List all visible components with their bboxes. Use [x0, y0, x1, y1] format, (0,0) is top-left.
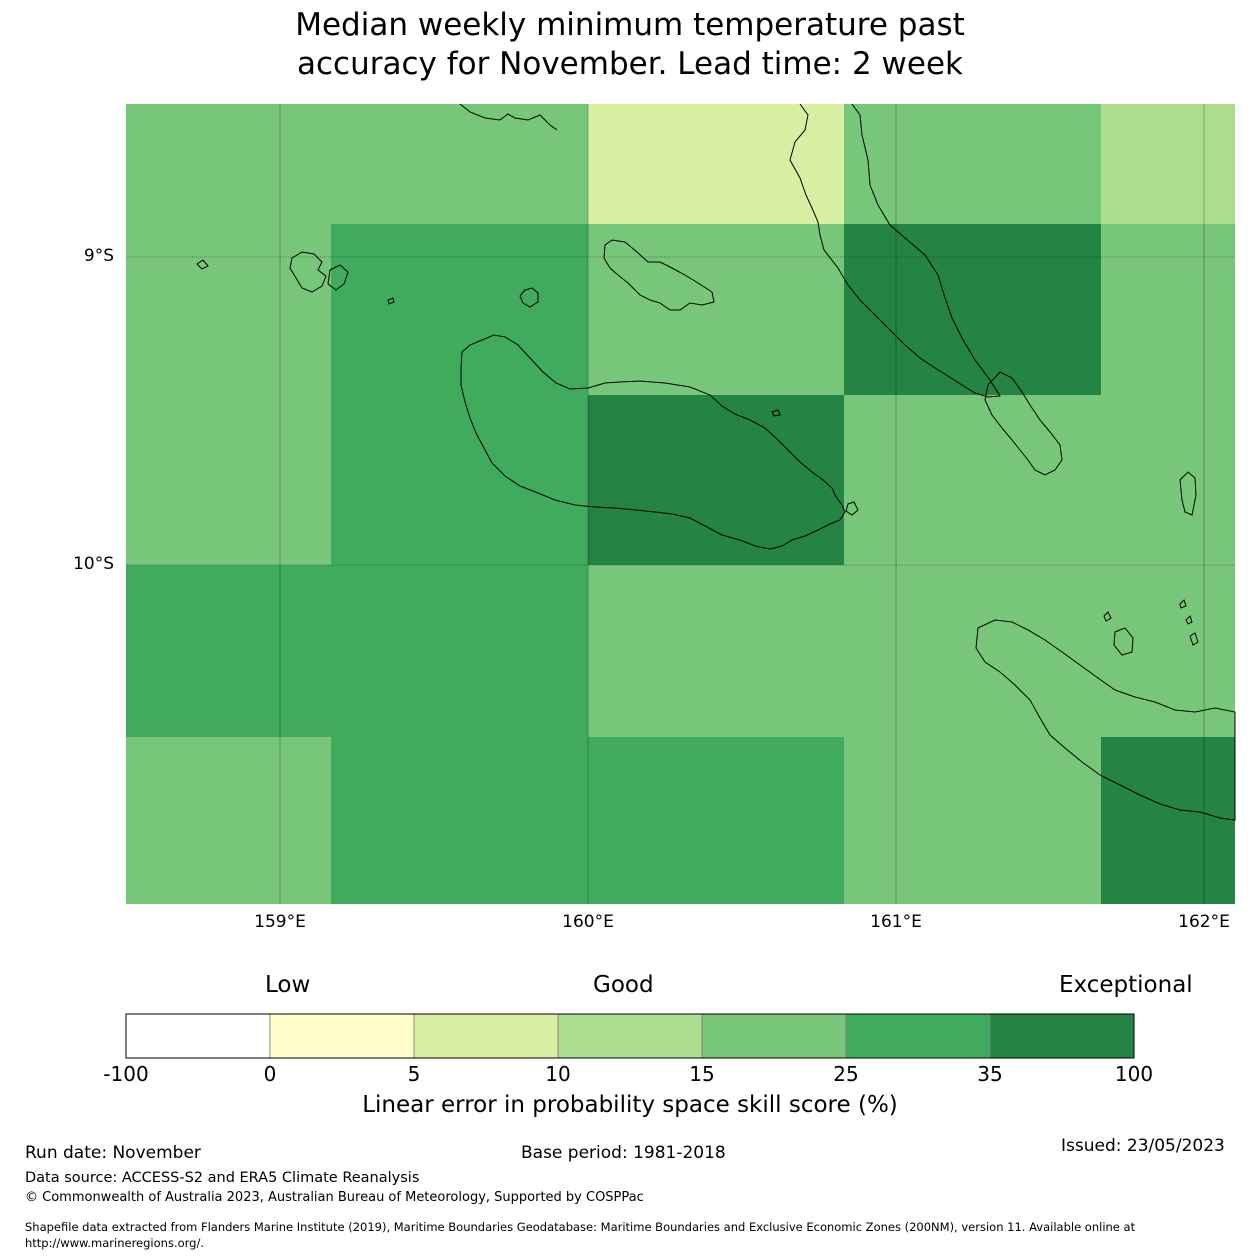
colorbar-tick: 100	[1114, 1062, 1154, 1086]
grid-cell-r3-c3	[844, 565, 1101, 737]
colorbar-tick: 35	[977, 1062, 1003, 1086]
russell-islands-coastline	[289, 251, 327, 293]
grid-cell-r2-c4	[1101, 395, 1235, 565]
lat-label-10s: 10°S	[73, 554, 114, 574]
colorbar-swatch-5-to-10	[413, 1013, 559, 1059]
category-low: Low	[265, 972, 311, 998]
small-islet-west	[196, 259, 209, 270]
grid-cell-r2-c2	[588, 395, 844, 565]
grid-cell-r4-c2	[588, 737, 844, 904]
grid-cell-r3-c4	[1101, 565, 1235, 737]
grid-cell-r3-c1	[331, 565, 588, 737]
skill-grid	[126, 104, 1235, 904]
lat-label-9s: 9°S	[83, 246, 114, 266]
small-islet-se-4	[1189, 632, 1199, 646]
grid-cell-r0-c2	[588, 104, 844, 224]
grid-cell-r2-c3	[844, 395, 1101, 565]
issued-date: Issued: 23/05/2023	[1061, 1136, 1225, 1156]
colorbar-swatches	[125, 1013, 1135, 1059]
colorbar-tick: 5	[407, 1062, 421, 1086]
savo-island-coastline	[519, 287, 539, 308]
category-exceptional: Exceptional	[1059, 972, 1193, 998]
florida-islands-coastline	[603, 239, 715, 311]
grid-cell-r1-c4	[1101, 224, 1235, 395]
small-islet-se-1	[1103, 611, 1112, 622]
colorbar-swatch-25-to-35	[845, 1013, 991, 1059]
grid-cell-r3-c2	[588, 565, 844, 737]
colorbar-label: Linear error in probability space skill …	[362, 1092, 898, 1118]
data-source: Data source: ACCESS-S2 and ERA5 Climate …	[25, 1170, 420, 1186]
small-islet-coast-1	[771, 409, 781, 417]
title-line-1: Median weekly minimum temperature past	[295, 7, 965, 43]
category-good: Good	[593, 972, 654, 998]
colorbar-tick: -100	[103, 1062, 149, 1086]
coastlines	[196, 103, 1236, 821]
grid-cell-r1-c3	[844, 224, 1101, 395]
colorbar-swatch-0-to-5	[269, 1013, 415, 1059]
grid-cell-r2-c0	[126, 395, 331, 565]
copyright: © Commonwealth of Australia 2023, Austra…	[25, 1190, 644, 1205]
grid-cell-r1-c1	[331, 224, 588, 395]
lon-label-160e: 160°E	[562, 912, 614, 932]
shapefile-credit-line-2: http://www.marineregions.org/.	[25, 1236, 204, 1250]
grid-cell-r4-c0	[126, 737, 331, 904]
title-line-2: accuracy for November. Lead time: 2 week	[296, 46, 963, 82]
colorbar-swatch-10-to-15	[557, 1013, 703, 1059]
makira-coastline	[975, 619, 1236, 821]
santa-isabel-coastline	[459, 103, 1001, 398]
small-islet-coast-2	[845, 501, 859, 516]
colorbar-swatch-15-to-25	[701, 1013, 847, 1059]
colorbar-tick: 25	[833, 1062, 859, 1086]
grid-cell-r0-c3	[844, 104, 1101, 224]
small-islet-se-2	[1179, 599, 1187, 609]
lon-label-159e: 159°E	[254, 912, 306, 932]
small-malaita-coastline	[1179, 471, 1197, 516]
grid-cell-r4-c1	[331, 737, 588, 904]
small-islet-east	[387, 297, 395, 305]
grid-cell-r2-c1	[331, 395, 588, 565]
map-title: Median weekly minimum temperature past a…	[0, 6, 1260, 84]
guadalcanal-coastline	[460, 334, 846, 550]
malaita-coastline	[984, 371, 1063, 476]
small-islet-se-3	[1185, 615, 1193, 625]
colorbar-tick: 10	[545, 1062, 571, 1086]
colorbar-tick: 15	[689, 1062, 715, 1086]
latitude-lines	[126, 256, 1235, 566]
grid-cell-r4-c3	[844, 737, 1101, 904]
colorbar-swatch--100-to-0	[125, 1013, 271, 1059]
colorbar-swatch-35-to-100	[989, 1013, 1135, 1059]
russell-islet-coastline	[327, 264, 349, 291]
grid-cell-r4-c4	[1101, 737, 1235, 904]
lon-label-162e: 162°E	[1178, 912, 1230, 932]
grid-cell-r1-c2	[588, 224, 844, 395]
grid-cell-r0-c0	[126, 104, 331, 224]
run-date: Run date: November	[25, 1143, 201, 1163]
graticule	[279, 104, 1205, 904]
colorbar-frame	[125, 1013, 1135, 1059]
ulawa-coastline	[1113, 627, 1134, 656]
grid-cell-r3-c0	[126, 565, 331, 737]
grid-cell-r0-c4	[1101, 104, 1235, 224]
colorbar-tick: 0	[263, 1062, 277, 1086]
lon-label-161e: 161°E	[870, 912, 922, 932]
shapefile-credit-line-1: Shapefile data extracted from Flanders M…	[25, 1220, 1136, 1234]
base-period: Base period: 1981-2018	[521, 1143, 726, 1163]
grid-cell-r1-c0	[126, 224, 331, 395]
grid-cell-r0-c1	[331, 104, 588, 224]
